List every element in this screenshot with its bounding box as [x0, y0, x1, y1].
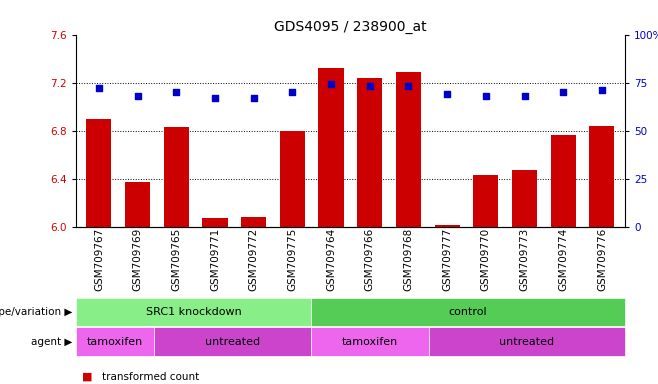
Text: untreated: untreated [205, 336, 260, 347]
Point [558, 89, 569, 95]
Bar [473, 175, 498, 227]
Bar [512, 170, 537, 227]
Point [519, 93, 530, 99]
Bar [590, 126, 615, 227]
Point [210, 95, 220, 101]
Point [365, 83, 375, 89]
Bar [86, 119, 111, 227]
Text: control: control [449, 307, 488, 317]
Bar [241, 217, 266, 227]
Point [287, 89, 297, 95]
Text: tamoxifen: tamoxifen [342, 336, 398, 347]
Bar [203, 218, 228, 227]
Bar [318, 68, 343, 227]
Bar [280, 131, 305, 227]
Text: ■: ■ [82, 372, 93, 382]
Bar [434, 225, 460, 227]
Point [597, 87, 607, 93]
Point [132, 93, 143, 99]
Point [403, 83, 414, 89]
Bar [551, 136, 576, 227]
Bar [396, 72, 421, 227]
Text: untreated: untreated [499, 336, 555, 347]
Point [442, 91, 453, 97]
Text: genotype/variation ▶: genotype/variation ▶ [0, 307, 72, 317]
Text: tamoxifen: tamoxifen [87, 336, 143, 347]
Bar [357, 78, 382, 227]
Text: SRC1 knockdown: SRC1 knockdown [145, 307, 241, 317]
Text: agent ▶: agent ▶ [31, 336, 72, 347]
Point [480, 93, 491, 99]
Point [248, 95, 259, 101]
Text: transformed count: transformed count [102, 372, 199, 382]
Title: GDS4095 / 238900_at: GDS4095 / 238900_at [274, 20, 426, 33]
Point [326, 81, 336, 88]
Bar [125, 182, 150, 227]
Point [93, 85, 104, 91]
Point [171, 89, 182, 95]
Bar [164, 127, 189, 227]
